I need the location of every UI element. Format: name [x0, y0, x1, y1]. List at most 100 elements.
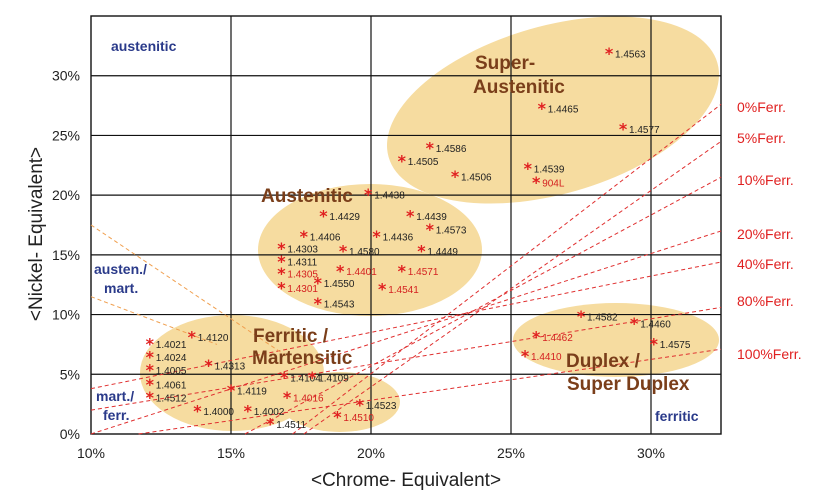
data-point: * 1.4024: [146, 348, 187, 367]
data-point: * 1.4104: [280, 368, 321, 387]
point-marker: *: [524, 159, 533, 178]
point-label: 1.4582: [587, 312, 618, 323]
point-label: 1.4586: [436, 144, 467, 155]
point-label: 1.4313: [215, 361, 246, 372]
point-label: 1.4401: [346, 267, 377, 278]
data-point: * 1.4002: [244, 401, 285, 420]
data-point: * 1.4577: [619, 119, 660, 138]
ferrite-line: [90, 261, 722, 390]
point-label: 1.4523: [366, 401, 397, 412]
ferrite-line-label: 100%Ferr.: [737, 346, 802, 362]
point-label: 1.4024: [156, 353, 187, 364]
data-point: * 1.4571: [398, 262, 439, 281]
ferrite-line-label: 10%Ferr.: [737, 172, 794, 188]
point-label: 1.4438: [374, 191, 405, 202]
point-marker: *: [193, 401, 202, 420]
point-marker: *: [532, 173, 541, 192]
point-label: 1.4429: [329, 212, 360, 223]
point-marker: *: [577, 307, 586, 326]
point-marker: *: [277, 264, 286, 283]
y-tick-label: 30%: [52, 68, 80, 84]
data-point: * 1.4305: [277, 264, 318, 283]
region-label-super-austenitic-2: Austenitic: [473, 77, 565, 98]
x-tick-label: 25%: [497, 445, 525, 461]
point-marker: *: [426, 220, 435, 239]
data-point: * 1.4438: [364, 185, 405, 204]
austenitic-region: [258, 184, 482, 316]
point-label: 1.4541: [388, 285, 419, 296]
region-label-austenitic: Austenitic: [261, 186, 353, 207]
data-points: * 1.4563* 1.4465* 1.4577* 1.4586* 1.4505* 1.45…: [146, 44, 691, 433]
point-marker: *: [314, 294, 323, 313]
y-axis-title: <Nickel- Equivalent>: [26, 147, 47, 321]
point-marker: *: [146, 334, 155, 353]
point-marker: *: [426, 139, 435, 158]
point-label: 1.4104: [290, 373, 321, 384]
point-label: 1.4571: [408, 267, 439, 278]
y-tick-label: 10%: [52, 307, 80, 323]
point-marker: *: [283, 388, 292, 407]
data-point: * 1.4016: [283, 388, 324, 407]
point-marker: *: [398, 262, 407, 281]
point-label: 1.4303: [287, 244, 318, 255]
ferrite-line: [90, 230, 722, 435]
point-label: 1.4505: [408, 157, 439, 168]
point-label: 1.4436: [383, 232, 414, 243]
point-marker: *: [146, 375, 155, 394]
point-marker: *: [398, 152, 407, 171]
data-point: * 1.4550: [314, 274, 355, 293]
point-marker: *: [364, 185, 373, 204]
point-marker: *: [378, 279, 387, 298]
region-label-duplex-2: Super Duplex: [567, 374, 690, 395]
point-marker: *: [417, 241, 426, 260]
region-label-duplex-1: Duplex /: [566, 351, 641, 372]
point-label: 1.4109: [318, 373, 349, 384]
region-ellipses: [140, 16, 719, 432]
ferrite-line-label: 80%Ferr.: [737, 293, 794, 309]
ferrite-line: [244, 176, 722, 435]
point-label: 1.4311: [287, 258, 317, 269]
data-point: * 1.4539: [524, 159, 565, 178]
point-label: 904L: [542, 179, 565, 190]
data-point: * 1.4429: [319, 207, 360, 226]
point-label: 1.4021: [156, 340, 187, 351]
point-label: 1.4000: [203, 407, 234, 418]
point-label: 1.4465: [548, 105, 579, 116]
y-tick-label: 15%: [52, 247, 80, 263]
point-label: 1.4511: [276, 420, 306, 431]
data-point: * 904L: [532, 173, 565, 192]
point-marker: *: [372, 227, 381, 246]
x-tick-label: 30%: [637, 445, 665, 461]
point-marker: *: [521, 346, 530, 365]
x-tick-label: 10%: [77, 445, 105, 461]
point-label: 1.4005: [156, 366, 187, 377]
region-labels: Super- Austenitic Austenitic Ferritic / …: [252, 53, 690, 395]
data-point: * 1.4406: [300, 227, 341, 246]
data-point: * 1.4505: [398, 152, 439, 171]
region-label-super-austenitic-1: Super-: [475, 53, 535, 74]
duplex-region: [513, 303, 719, 377]
point-label: 1.4061: [156, 381, 187, 392]
point-label: 1.4016: [293, 394, 324, 405]
corner-label-mart: mart.: [104, 280, 138, 296]
data-point: * 1.4021: [146, 334, 187, 353]
point-marker: *: [277, 278, 286, 297]
ferritic-martensitic-region: [140, 315, 324, 431]
ferrite-lines: [90, 103, 722, 435]
point-marker: *: [244, 401, 253, 420]
region-label-ferritic-1: Ferritic /: [253, 326, 329, 347]
data-point: * 1.4439: [406, 207, 447, 226]
data-point: * 1.4512: [146, 388, 187, 407]
point-label: 1.4305: [287, 269, 318, 280]
corner-label-austenitic: austenitic: [111, 38, 177, 54]
ferrite-line-label: 0%Ferr.: [737, 99, 786, 115]
point-label: 1.4410: [531, 352, 562, 363]
point-label: 1.4512: [156, 394, 187, 405]
point-marker: *: [451, 167, 460, 186]
data-point: * 1.4580: [339, 241, 380, 260]
point-marker: *: [308, 368, 317, 387]
data-point: * 1.4573: [426, 220, 467, 239]
data-point: * 1.4563: [605, 44, 646, 63]
point-label: 1.4563: [615, 50, 646, 61]
data-point: * 1.4000: [193, 401, 234, 420]
